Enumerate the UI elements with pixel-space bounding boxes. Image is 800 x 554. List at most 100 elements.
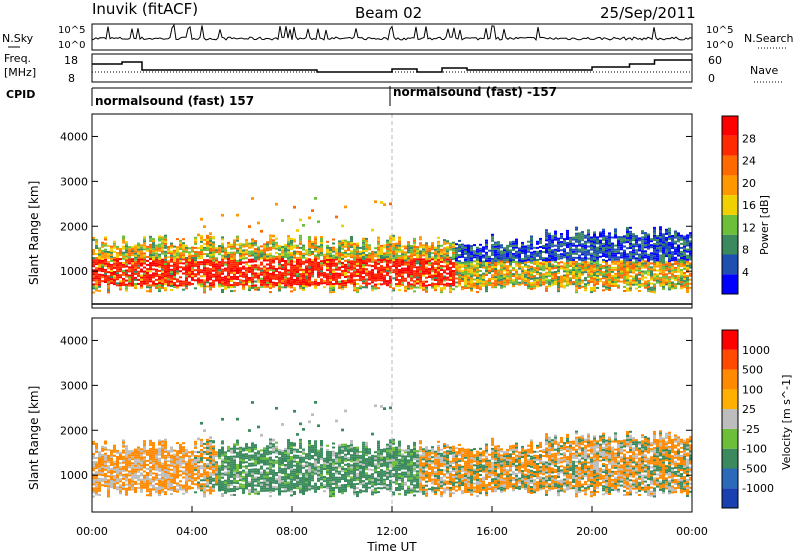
power-cell xyxy=(689,264,692,267)
power-cell xyxy=(308,258,311,261)
power-cell xyxy=(296,229,299,232)
power-cell xyxy=(206,267,209,270)
power-cell xyxy=(560,243,563,246)
power-cell xyxy=(233,239,236,242)
velocity-cell xyxy=(119,486,122,489)
power-cell xyxy=(524,259,527,262)
power-cell xyxy=(353,287,356,290)
power-cell xyxy=(254,284,257,287)
power-cell xyxy=(464,281,467,284)
power-cell xyxy=(437,248,440,251)
power-cell xyxy=(224,279,227,282)
power-cell xyxy=(233,269,236,272)
power-cell xyxy=(290,248,293,250)
power-cell xyxy=(599,235,602,238)
power-cell xyxy=(467,256,470,259)
power-cell xyxy=(281,272,284,275)
power-cell xyxy=(383,266,386,269)
power-cell xyxy=(593,259,596,262)
velocity-cell xyxy=(113,481,116,483)
velocity-cell xyxy=(137,452,140,455)
power-cell xyxy=(680,255,683,257)
power-cell xyxy=(92,275,95,278)
velocity-cell xyxy=(158,461,161,464)
power-cell xyxy=(674,260,677,263)
power-cell xyxy=(161,264,164,267)
velocity-cell xyxy=(95,442,98,445)
power-cell xyxy=(644,238,647,241)
power-cell xyxy=(389,251,392,254)
velocity-cell xyxy=(92,453,95,455)
power-cell xyxy=(92,291,95,294)
power-cell xyxy=(500,282,503,285)
power-cell xyxy=(578,236,581,239)
power-cell xyxy=(638,237,641,240)
power-cell xyxy=(680,253,683,255)
power-cell xyxy=(638,243,641,246)
velocity-cell xyxy=(119,478,122,481)
power-cell xyxy=(596,248,599,251)
power-cell xyxy=(296,279,299,282)
power-cell xyxy=(299,251,302,253)
power-cell xyxy=(401,283,404,286)
power-cell xyxy=(515,283,518,285)
power-cell xyxy=(518,267,521,270)
power-cell xyxy=(545,279,548,282)
power-cell xyxy=(623,277,626,280)
velocity-cell xyxy=(131,484,134,487)
power-cell xyxy=(179,262,182,265)
power-cell xyxy=(659,246,662,249)
power-cell xyxy=(206,239,209,241)
power-cell xyxy=(362,260,365,262)
power-cell xyxy=(293,287,296,289)
power-cell xyxy=(482,248,485,251)
power-cell xyxy=(110,251,113,254)
power-cell xyxy=(107,244,110,247)
velocity-cell xyxy=(116,460,119,462)
power-cell xyxy=(278,255,281,258)
velocity-cell xyxy=(185,465,188,467)
power-cell xyxy=(638,263,641,266)
power-cell xyxy=(314,240,317,243)
power-cell xyxy=(320,260,323,263)
power-cell xyxy=(467,268,470,271)
power-cell xyxy=(551,235,554,238)
power-cell xyxy=(221,270,224,273)
power-cell xyxy=(608,256,611,259)
power-cell xyxy=(344,286,347,289)
power-cell xyxy=(134,278,137,281)
power-cell xyxy=(221,246,224,249)
power-cell xyxy=(656,255,659,258)
power-cell xyxy=(590,258,593,261)
velocity-cell xyxy=(134,489,137,491)
power-cell xyxy=(542,261,545,264)
velocity-cell xyxy=(101,445,104,448)
power-cell xyxy=(197,253,200,256)
power-cell xyxy=(422,262,425,265)
power-cell xyxy=(158,259,161,262)
power-cell xyxy=(602,238,605,241)
power-cell xyxy=(413,284,416,287)
power-cell xyxy=(371,265,374,268)
power-cell xyxy=(641,246,644,249)
velocity-cell xyxy=(188,479,191,482)
power-cell xyxy=(644,242,647,245)
power-cell xyxy=(134,268,137,271)
power-cell xyxy=(557,243,560,246)
power-cell xyxy=(170,270,173,273)
power-cell xyxy=(386,274,389,277)
power-cell xyxy=(290,241,293,244)
power-cell xyxy=(548,263,551,265)
power-cell xyxy=(683,243,686,246)
velocity-cell xyxy=(170,472,173,475)
power-cell xyxy=(374,277,377,280)
power-cell xyxy=(347,245,350,247)
power-cell xyxy=(149,276,152,279)
power-cell xyxy=(545,285,548,288)
power-cell xyxy=(689,236,692,239)
power-cell xyxy=(107,287,110,290)
power-cell xyxy=(263,277,266,280)
power-cell xyxy=(527,279,530,281)
power-cell xyxy=(281,256,284,258)
power-cell xyxy=(491,235,494,238)
